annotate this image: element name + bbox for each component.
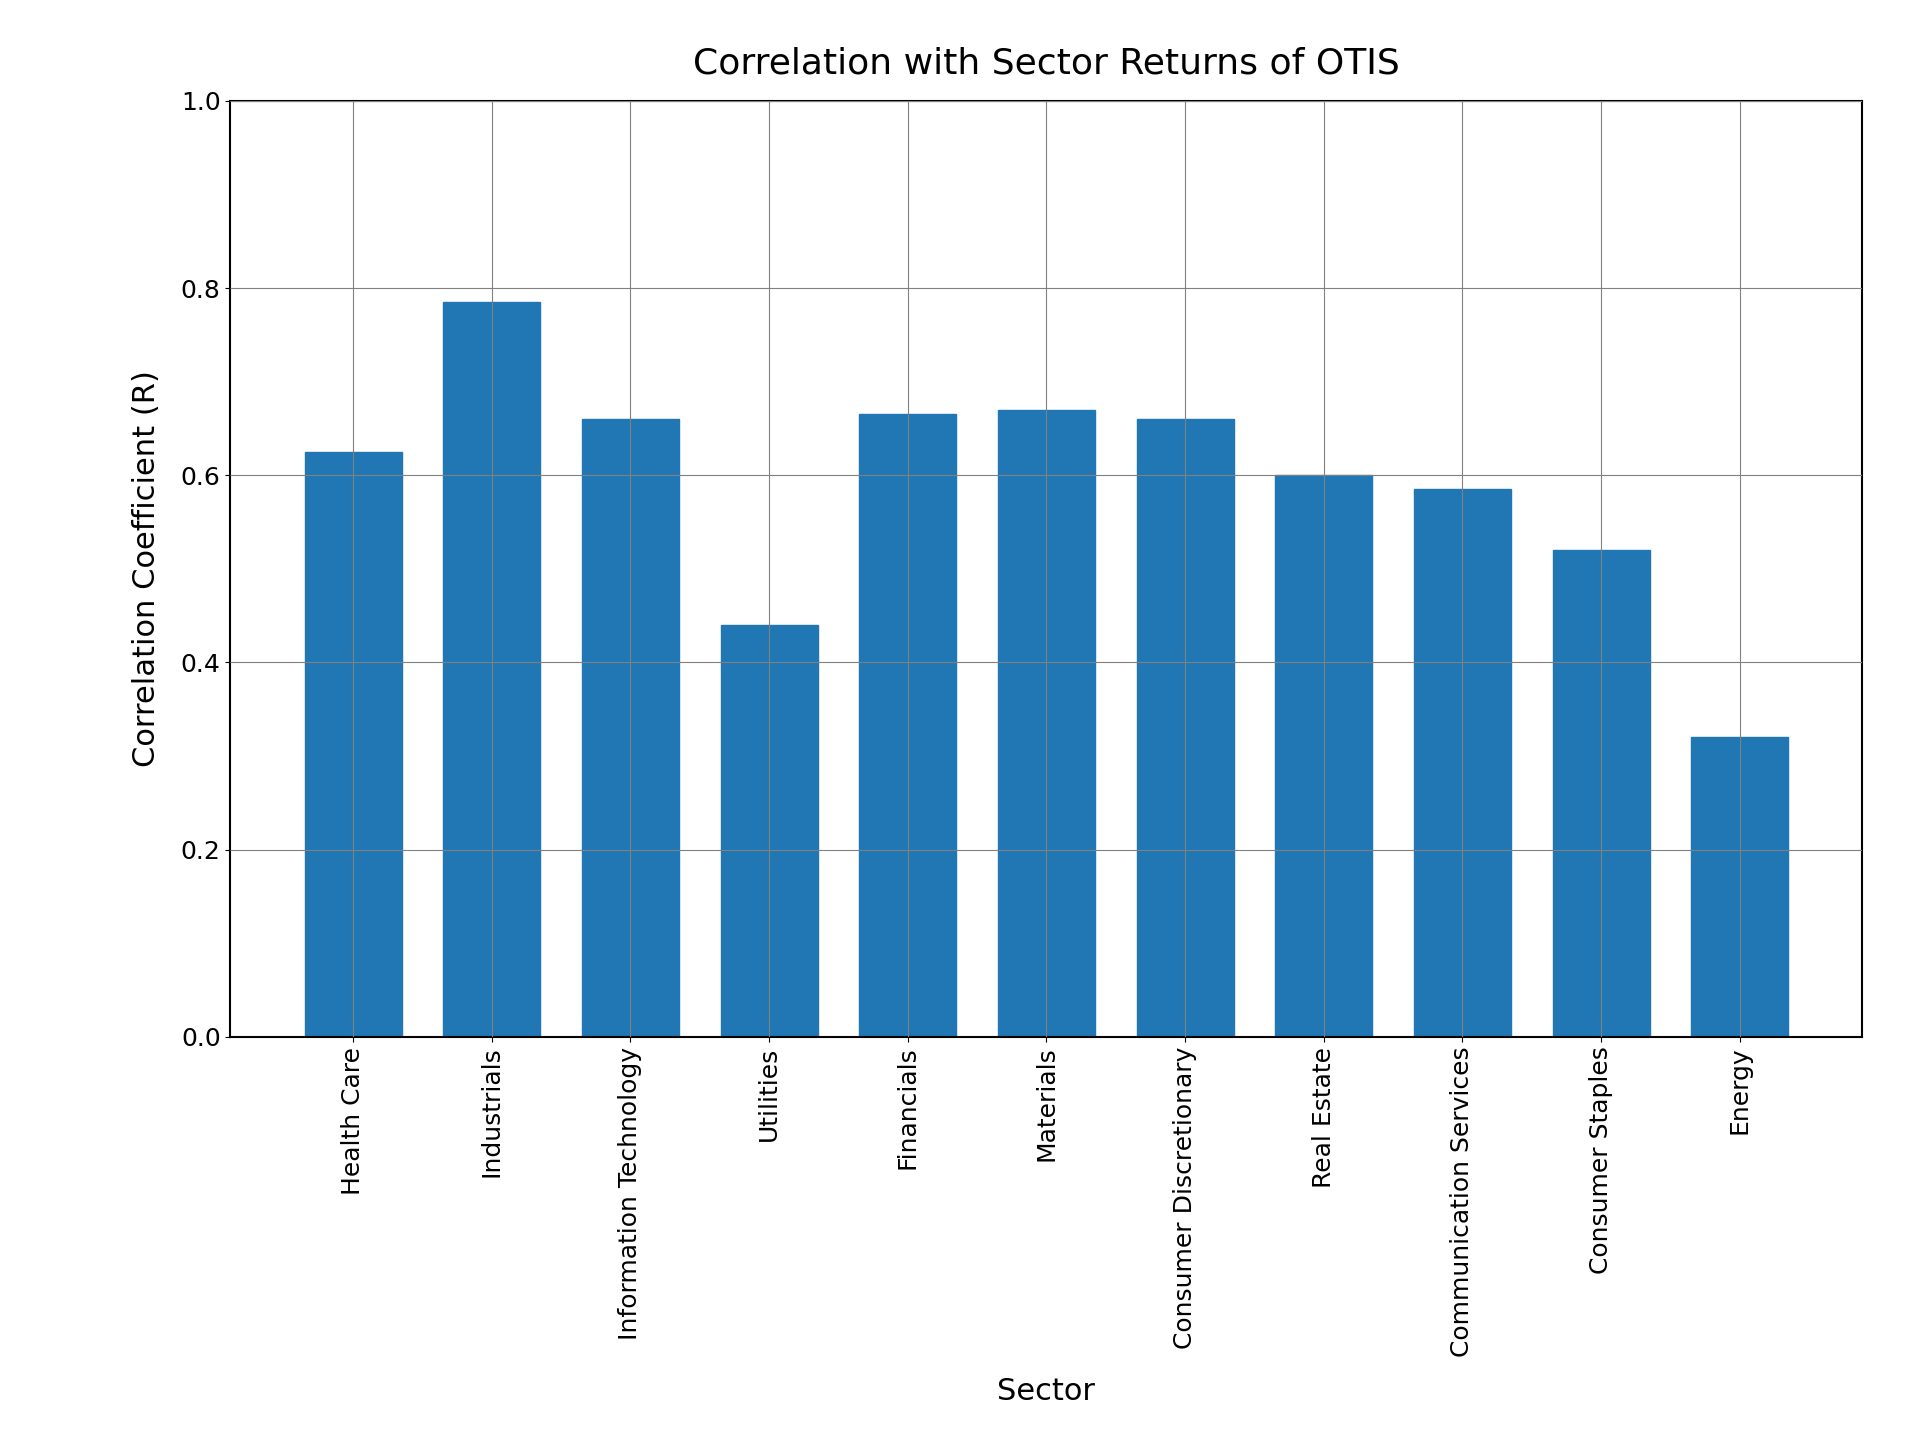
Y-axis label: Correlation Coefficient (R): Correlation Coefficient (R) — [132, 370, 161, 768]
Bar — [1275, 475, 1373, 1037]
Bar — [582, 419, 680, 1037]
Bar — [860, 415, 956, 1037]
Bar — [444, 302, 540, 1037]
X-axis label: Sector: Sector — [996, 1377, 1096, 1405]
Title: Correlation with Sector Returns of OTIS: Correlation with Sector Returns of OTIS — [693, 46, 1400, 81]
Bar — [1553, 550, 1649, 1037]
Bar — [1692, 737, 1788, 1037]
Bar — [720, 625, 818, 1037]
Bar — [1137, 419, 1233, 1037]
Bar — [998, 409, 1094, 1037]
Bar — [1413, 490, 1511, 1037]
Bar — [305, 452, 401, 1037]
